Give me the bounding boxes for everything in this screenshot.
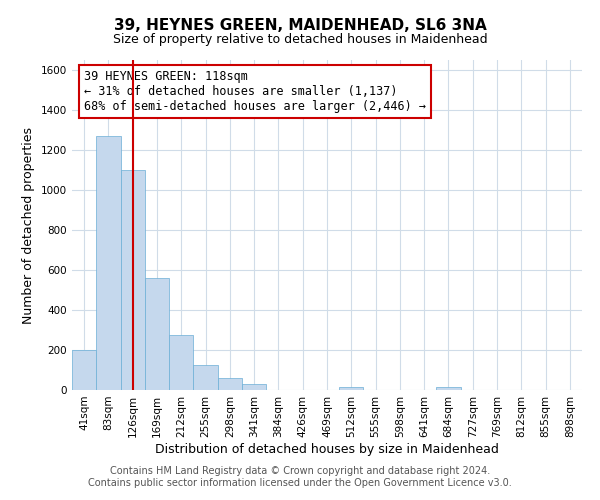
Bar xyxy=(145,278,169,390)
Y-axis label: Number of detached properties: Number of detached properties xyxy=(22,126,35,324)
Bar xyxy=(169,335,193,390)
Bar xyxy=(96,136,121,390)
Text: Contains HM Land Registry data © Crown copyright and database right 2024.
Contai: Contains HM Land Registry data © Crown c… xyxy=(88,466,512,487)
Bar xyxy=(436,387,461,390)
Text: Size of property relative to detached houses in Maidenhead: Size of property relative to detached ho… xyxy=(113,32,487,46)
Bar xyxy=(72,350,96,390)
Text: 39 HEYNES GREEN: 118sqm
← 31% of detached houses are smaller (1,137)
68% of semi: 39 HEYNES GREEN: 118sqm ← 31% of detache… xyxy=(84,70,426,113)
X-axis label: Distribution of detached houses by size in Maidenhead: Distribution of detached houses by size … xyxy=(155,442,499,456)
Bar xyxy=(242,384,266,390)
Bar xyxy=(121,170,145,390)
Bar xyxy=(193,365,218,390)
Text: 39, HEYNES GREEN, MAIDENHEAD, SL6 3NA: 39, HEYNES GREEN, MAIDENHEAD, SL6 3NA xyxy=(113,18,487,32)
Bar xyxy=(339,387,364,390)
Bar xyxy=(218,378,242,390)
